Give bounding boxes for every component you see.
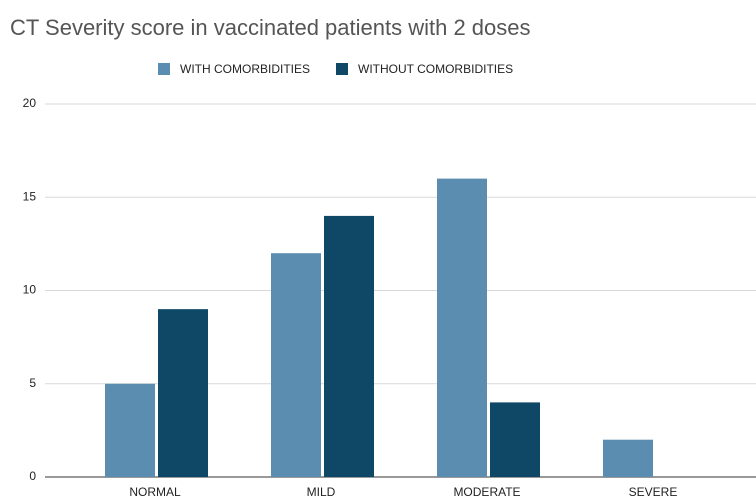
legend-label: WITHOUT COMORBIDITIES xyxy=(358,62,513,76)
y-tick-label: 5 xyxy=(29,376,36,390)
chart-title: CT Severity score in vaccinated patients… xyxy=(10,15,531,40)
bar xyxy=(324,215,374,477)
bar xyxy=(271,253,321,477)
x-tick-label: NORMAL xyxy=(129,485,181,499)
legend-swatch xyxy=(336,63,348,75)
bar xyxy=(437,178,487,477)
legend-swatch xyxy=(158,63,170,75)
bar xyxy=(105,383,155,477)
bar xyxy=(603,439,653,477)
y-tick-label: 15 xyxy=(23,189,37,203)
x-tick-label: SEVERE xyxy=(629,485,678,499)
x-tick-label: MODERATE xyxy=(453,485,520,499)
y-tick-label: 20 xyxy=(23,96,37,110)
legend-label: WITH COMORBIDITIES xyxy=(180,62,310,76)
bar xyxy=(490,402,540,477)
x-tick-label: MILD xyxy=(307,485,336,499)
y-tick-label: 0 xyxy=(29,469,36,483)
y-tick-label: 10 xyxy=(23,283,37,297)
bar xyxy=(158,309,208,477)
